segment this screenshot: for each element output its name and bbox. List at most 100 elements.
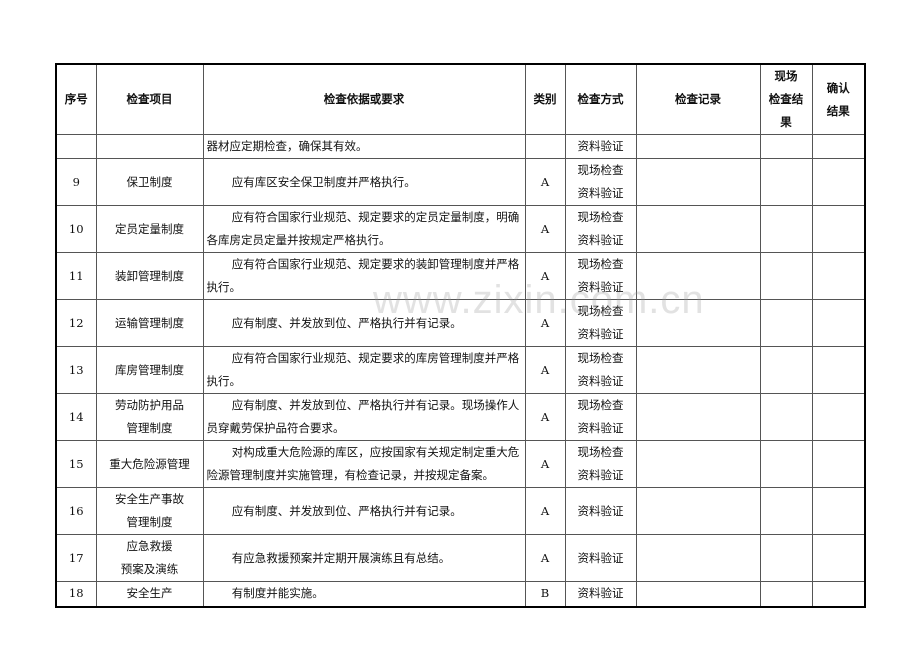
cell-method: 资料验证 xyxy=(564,581,637,607)
cell-requirement: 器材应定期检查，确保其有效。 xyxy=(202,134,526,159)
requirement-text: 应有制度、并发放到位、严格执行并有记录。 xyxy=(231,315,462,330)
requirement-text: 应有库区安全保卫制度并严格执行。 xyxy=(231,174,416,189)
cell-result[interactable] xyxy=(759,134,813,159)
cell-record[interactable] xyxy=(635,393,761,441)
cell-method: 现场检查 资料验证 xyxy=(564,346,637,394)
cell-category: A xyxy=(524,299,566,347)
cell-item xyxy=(95,134,204,159)
cell-item: 重大危险源管理 xyxy=(95,440,204,488)
cell-method: 资料验证 xyxy=(564,134,637,159)
cell-category: A xyxy=(524,158,566,206)
method-line1: 资料验证 xyxy=(577,550,624,565)
cell-confirm[interactable] xyxy=(811,440,866,488)
cell-category: A xyxy=(524,440,566,488)
cell-record[interactable] xyxy=(635,134,761,159)
item-line1: 装卸管理制度 xyxy=(115,268,184,283)
table-row: 18 安全生产 有制度并能实施。 B 资料验证 xyxy=(55,581,866,607)
header-method: 检查方式 xyxy=(564,63,637,135)
cell-requirement: 应有制度、并发放到位、严格执行并有记录。 xyxy=(202,299,526,347)
header-item: 检查项目 xyxy=(95,63,204,135)
header-confirm-line2: 结果 xyxy=(826,103,850,118)
method-line2: 资料验证 xyxy=(577,374,624,388)
item-line2: 管理制度 xyxy=(126,421,173,435)
cell-method: 资料验证 xyxy=(564,534,637,582)
cell-requirement: 应有符合国家行业规范、规定要求的装卸管理制度并严格执行。 xyxy=(202,252,526,300)
header-result-line2: 检查结果 xyxy=(768,92,804,129)
cell-confirm[interactable] xyxy=(811,252,866,300)
method-line1: 现场检查 xyxy=(577,445,624,459)
method-line2: 资料验证 xyxy=(577,468,624,482)
table-row: 12 运输管理制度 应有制度、并发放到位、严格执行并有记录。 A 现场检查 资料验… xyxy=(55,299,866,347)
cell-record[interactable] xyxy=(635,158,761,206)
cell-no: 11 xyxy=(55,252,97,300)
cell-result[interactable] xyxy=(759,205,813,253)
cell-record[interactable] xyxy=(635,205,761,253)
method-line2: 资料验证 xyxy=(577,280,624,294)
cell-result[interactable] xyxy=(759,534,813,582)
table-row: 16 安全生产事故 管理制度 应有制度、并发放到位、严格执行并有记录。 A 资料验… xyxy=(55,487,866,535)
header-cat: 类别 xyxy=(524,63,566,135)
cell-record[interactable] xyxy=(635,534,761,582)
cell-no: 16 xyxy=(55,487,97,535)
table-row: 10 定员定量制度 应有符合国家行业规范、规定要求的定员定量制度，明确各库房定员… xyxy=(55,205,866,253)
cell-result[interactable] xyxy=(759,346,813,394)
cell-confirm[interactable] xyxy=(811,299,866,347)
cell-item: 应急救援 预案及演练 xyxy=(95,534,204,582)
cell-confirm[interactable] xyxy=(811,158,866,206)
cell-confirm[interactable] xyxy=(811,393,866,441)
cell-method: 现场检查 资料验证 xyxy=(564,440,637,488)
requirement-text: 对构成重大危险源的库区，应按国家有关规定制定重大危险源管理制度并实施管理，有检查… xyxy=(206,445,520,482)
cell-no: 17 xyxy=(55,534,97,582)
method-line1: 现场检查 xyxy=(577,398,624,412)
cell-confirm[interactable] xyxy=(811,346,866,394)
cell-result[interactable] xyxy=(759,487,813,535)
cell-category: A xyxy=(524,487,566,535)
method-line2: 资料验证 xyxy=(577,186,624,200)
method-line1: 资料验证 xyxy=(577,503,624,518)
requirement-text: 应有制度、并发放到位、严格执行并有记录。现场操作人员穿戴劳保护品符合要求。 xyxy=(206,398,520,435)
cell-item: 劳动防护用品 管理制度 xyxy=(95,393,204,441)
cell-no xyxy=(55,134,97,159)
requirement-text: 器材应定期检查，确保其有效。 xyxy=(206,139,368,153)
item-line1: 安全生产 xyxy=(126,586,173,601)
cell-method: 现场检查 资料验证 xyxy=(564,393,637,441)
cell-item: 运输管理制度 xyxy=(95,299,204,347)
header-req: 检查依据或要求 xyxy=(202,63,526,135)
cell-category: A xyxy=(524,205,566,253)
cell-category: A xyxy=(524,393,566,441)
cell-item: 保卫制度 xyxy=(95,158,204,206)
cell-result[interactable] xyxy=(759,252,813,300)
table-row: 器材应定期检查，确保其有效。 资料验证 xyxy=(55,134,866,159)
cell-result[interactable] xyxy=(759,581,813,607)
cell-record[interactable] xyxy=(635,440,761,488)
method-line1: 现场检查 xyxy=(577,163,624,177)
cell-confirm[interactable] xyxy=(811,581,866,607)
cell-result[interactable] xyxy=(759,158,813,206)
cell-no: 13 xyxy=(55,346,97,394)
cell-record[interactable] xyxy=(635,581,761,607)
item-line1: 应急救援 xyxy=(126,539,173,553)
item-line1: 库房管理制度 xyxy=(115,362,184,377)
cell-requirement: 应有制度、并发放到位、严格执行并有记录。现场操作人员穿戴劳保护品符合要求。 xyxy=(202,393,526,441)
cell-no: 15 xyxy=(55,440,97,488)
cell-record[interactable] xyxy=(635,252,761,300)
cell-result[interactable] xyxy=(759,393,813,441)
cell-category: A xyxy=(524,534,566,582)
cell-item: 安全生产事故 管理制度 xyxy=(95,487,204,535)
cell-category xyxy=(524,134,566,159)
cell-record[interactable] xyxy=(635,299,761,347)
cell-item: 装卸管理制度 xyxy=(95,252,204,300)
cell-confirm[interactable] xyxy=(811,487,866,535)
table-row: 15 重大危险源管理 对构成重大危险源的库区，应按国家有关规定制定重大危险源管理… xyxy=(55,440,866,488)
cell-record[interactable] xyxy=(635,346,761,394)
cell-result[interactable] xyxy=(759,440,813,488)
cell-record[interactable] xyxy=(635,487,761,535)
table-row: 9 保卫制度 应有库区安全保卫制度并严格执行。 A 现场检查 资料验证 xyxy=(55,158,866,206)
cell-confirm[interactable] xyxy=(811,534,866,582)
cell-result[interactable] xyxy=(759,299,813,347)
item-line1: 运输管理制度 xyxy=(115,315,184,330)
cell-confirm[interactable] xyxy=(811,134,866,159)
header-result-line1: 现场 xyxy=(774,69,798,83)
cell-confirm[interactable] xyxy=(811,205,866,253)
table-row: 14 劳动防护用品 管理制度 应有制度、并发放到位、严格执行并有记录。现场操作人员… xyxy=(55,393,866,441)
